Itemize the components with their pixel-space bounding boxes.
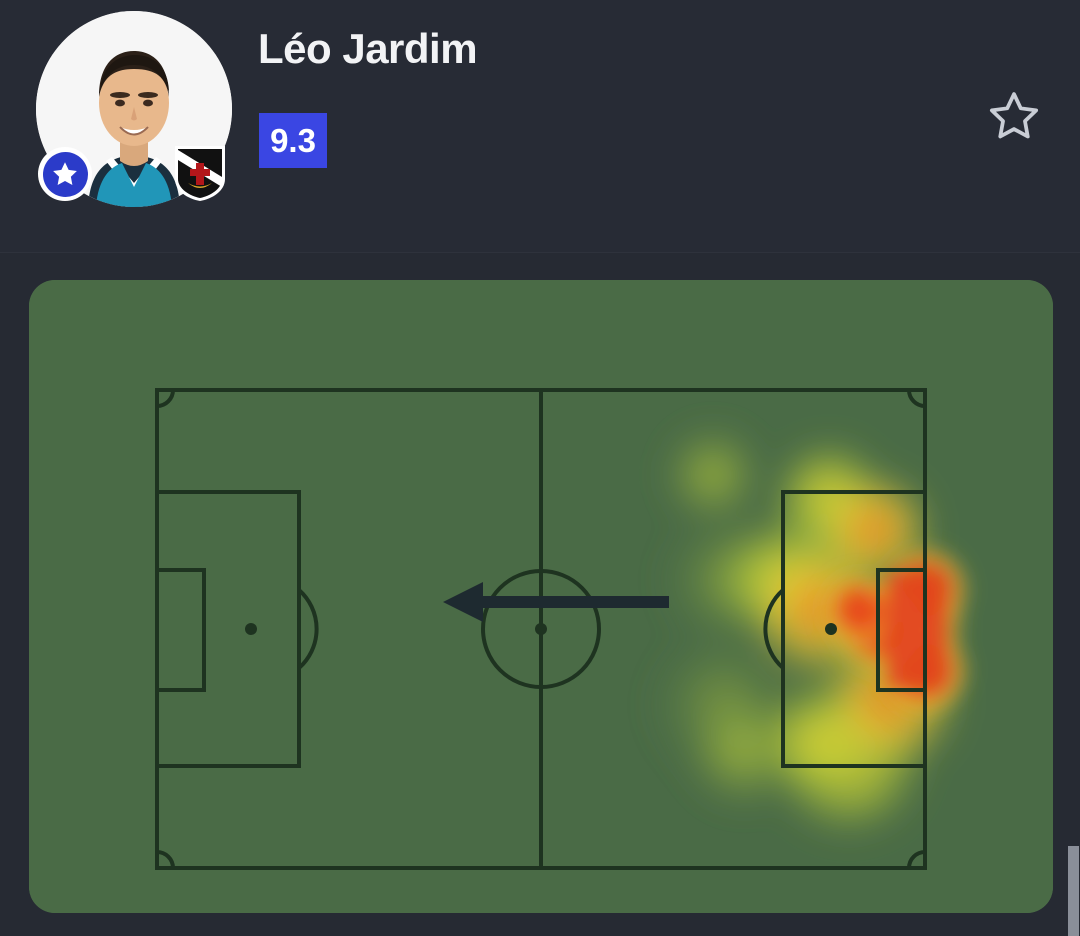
scrollbar-thumb[interactable] [1068, 846, 1079, 936]
star-badge [38, 147, 92, 201]
player-portrait-icon [36, 11, 232, 207]
avatar[interactable] [36, 11, 232, 207]
heatmap-card [29, 280, 1053, 913]
pitch-heatmap [29, 280, 1053, 913]
page-title: Léo Jardim [258, 25, 478, 72]
arrow-left-icon [443, 582, 669, 622]
vasco-da-gama-crest-icon [175, 146, 225, 201]
rating-badge: 9.3 [259, 113, 327, 168]
star-outline-icon[interactable] [986, 88, 1042, 144]
page-scrollbar[interactable] [1067, 0, 1080, 936]
star-icon [53, 162, 77, 185]
pitch-spots [245, 623, 837, 635]
avatar-photo [36, 11, 232, 207]
player-header: Léo Jardim 9.3 [0, 0, 1080, 253]
star-badge-inner [42, 151, 88, 197]
